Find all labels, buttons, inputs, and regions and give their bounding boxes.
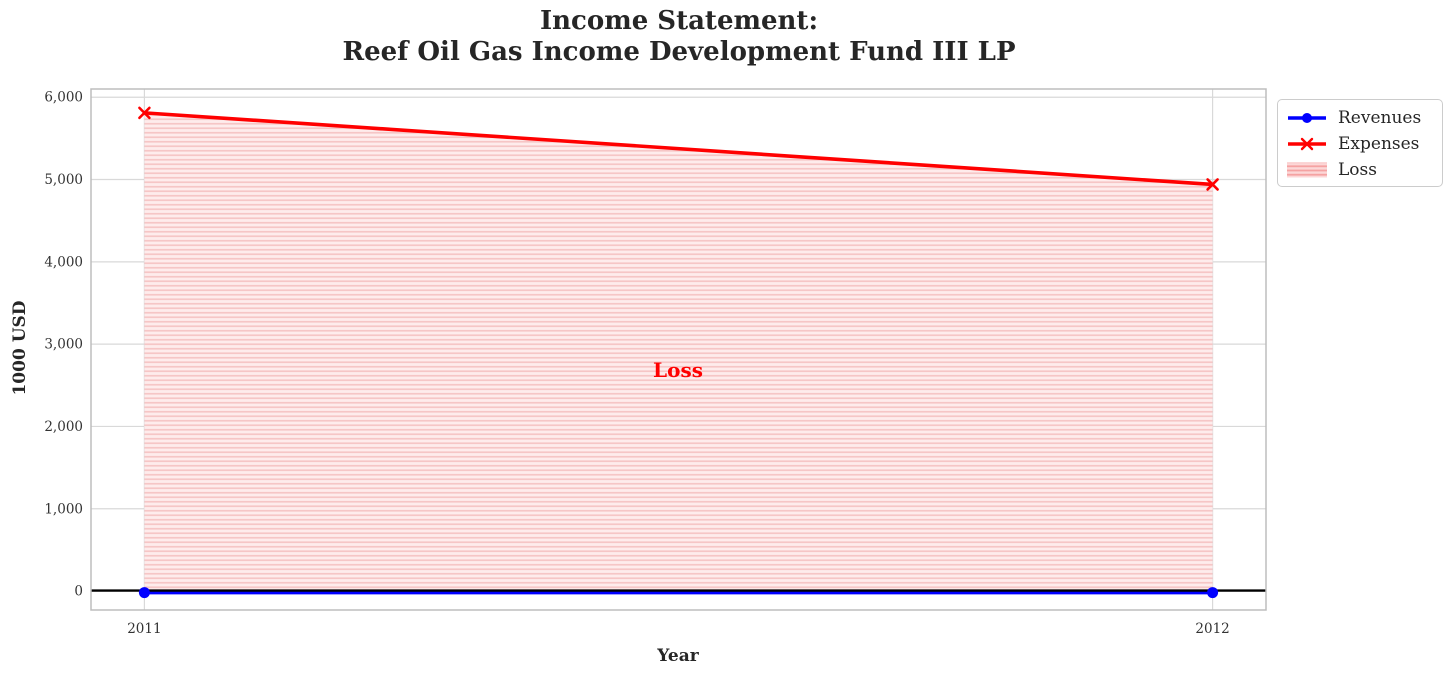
y-tick-label: 0 [74,584,83,600]
legend-label-expenses: Expenses [1338,134,1420,154]
legend: Revenues Expenses Loss [1277,99,1443,187]
chart-title-line2: Reef Oil Gas Income Development Fund III… [342,37,1016,67]
legend-label-loss: Loss [1338,160,1377,180]
chart-title: Income Statement: Reef Oil Gas Income De… [0,6,1358,68]
y-tick-label: 4,000 [44,254,83,270]
y-axis-label: 1000 USD [10,300,30,396]
axes-spines [90,88,1267,611]
y-tick-label: 3,000 [44,337,83,353]
x-tick-label: 2011 [127,621,161,637]
legend-label-revenues: Revenues [1338,108,1422,128]
x-tick-label: 2012 [1195,621,1229,637]
legend-item-expenses: Expenses [1285,131,1442,157]
legend-item-loss: Loss [1285,157,1442,183]
legend-item-revenues: Revenues [1285,105,1442,131]
expenses-marker [138,106,151,120]
y-tick-label: 2,000 [44,419,83,435]
y-tick-label: 5,000 [44,172,83,188]
y-tick-label: 1,000 [44,501,83,517]
revenues-marker [1207,587,1219,599]
expenses-line [144,111,1213,187]
x-axis-label: Year [657,646,699,666]
chart-title-line1: Income Statement: [539,6,819,36]
loss-annotation: Loss [653,358,703,382]
revenues-marker [138,587,150,599]
expenses-marker [1206,178,1219,191]
loss-area [144,112,1213,593]
expenses-line-x-icon [1288,137,1326,151]
y-tick-label: 6,000 [44,90,83,106]
loss-hatched-patch-icon [1287,162,1327,178]
revenues-line-circle-icon [1288,113,1326,123]
